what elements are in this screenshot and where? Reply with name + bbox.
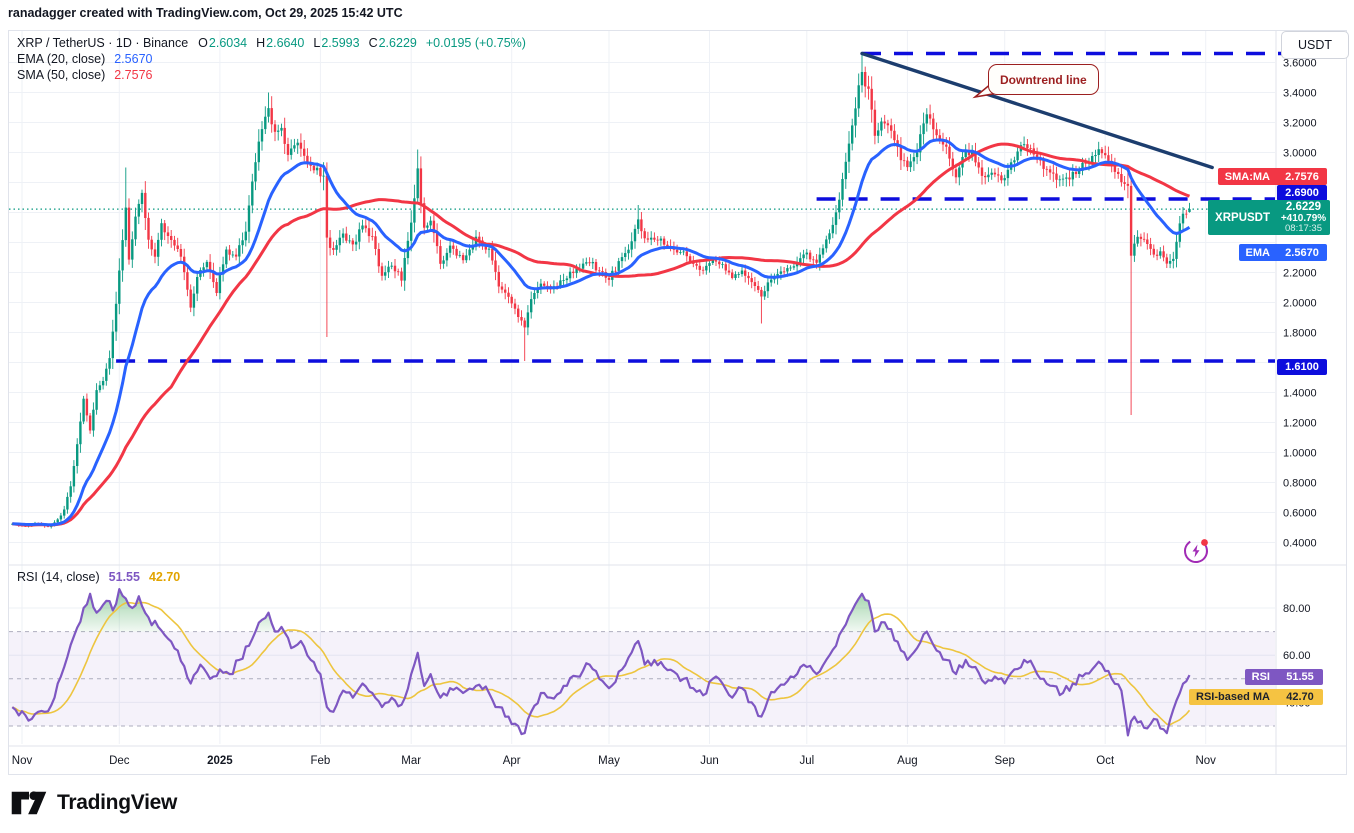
tradingview-wordmark: TradingView bbox=[57, 791, 178, 814]
ohlc-high-value: 2.6640 bbox=[266, 36, 305, 50]
level-1-61-pill: 1.6100 bbox=[1277, 359, 1327, 375]
rsi-ma-line[interactable] bbox=[11, 601, 1191, 726]
time-scale-labels[interactable]: Nov Dec 2025 Feb Mar Apr May Jun Jul Aug Sep Oct Nov bbox=[12, 755, 1216, 767]
svg-text:1.8000: 1.8000 bbox=[1283, 328, 1317, 340]
time-axis-label: Jul bbox=[799, 755, 814, 767]
time-axis-label: Sep bbox=[994, 755, 1014, 767]
time-axis-label: 2025 bbox=[207, 755, 233, 767]
level-lines[interactable] bbox=[116, 51, 1326, 363]
ohlc-low-value: 2.5993 bbox=[321, 36, 360, 50]
ohlc-close-value: 2.6229 bbox=[378, 36, 417, 50]
sma-50-line[interactable] bbox=[12, 142, 1191, 527]
symbol-pill-countdown: 08:17:35 bbox=[1285, 223, 1322, 234]
sma-price-pill: SMA:MA 2.7576 bbox=[1150, 168, 1327, 185]
price-scale-labels: 3.6000 3.4000 3.2000 3.0000 2.2000 2.0000 1.80… bbox=[1283, 58, 1317, 710]
svg-text:2.0000: 2.0000 bbox=[1283, 298, 1317, 310]
svg-text:0.4000: 0.4000 bbox=[1283, 538, 1317, 550]
time-axis-label: Oct bbox=[1096, 755, 1115, 767]
time-axis-label: Nov bbox=[1195, 755, 1216, 767]
rsi-label: RSI (14, close) bbox=[17, 570, 100, 584]
ema-value: 2.5670 bbox=[114, 52, 153, 66]
time-axis-label: May bbox=[598, 755, 620, 767]
ema-pill-name: EMA bbox=[1238, 244, 1277, 261]
ema-legend-row[interactable]: EMA (20, close) 2.5670 bbox=[17, 52, 152, 66]
time-axis-label: Apr bbox=[503, 755, 521, 767]
symbol-pill-values: 2.6229 +410.79% 08:17:35 bbox=[1277, 200, 1330, 235]
level-2-69-pill: 2.6900 bbox=[1277, 185, 1327, 201]
rsi-value: 51.55 bbox=[108, 570, 140, 584]
time-axis-label: Mar bbox=[401, 755, 421, 767]
currency-toggle-button[interactable]: USDT bbox=[1281, 31, 1349, 59]
ema-price-pill: EMA 2.5670 bbox=[1170, 244, 1327, 261]
rsi-legend-row[interactable]: RSI (14, close) 51.55 42.70 bbox=[17, 570, 180, 584]
svg-text:1.0000: 1.0000 bbox=[1283, 448, 1317, 460]
time-axis-label: Feb bbox=[310, 755, 330, 767]
chart-widget-frame bbox=[8, 30, 1347, 775]
svg-text:3.4000: 3.4000 bbox=[1283, 88, 1317, 100]
ohlc-close-key: C bbox=[368, 36, 378, 50]
rsi-overbought-fill bbox=[75, 589, 892, 632]
symbol-pill-price: 2.6229 bbox=[1285, 201, 1322, 213]
symbol-price-pill: XRPUSDT 2.6229 +410.79% 08:17:35 bbox=[1115, 200, 1330, 235]
svg-text:1.2000: 1.2000 bbox=[1283, 418, 1317, 430]
svg-text:60.00: 60.00 bbox=[1283, 650, 1311, 662]
sma-legend-row[interactable]: SMA (50, close) 2.7576 bbox=[17, 68, 152, 82]
svg-text:2.2000: 2.2000 bbox=[1283, 268, 1317, 280]
ohlc-open-value: 2.6034 bbox=[208, 36, 248, 50]
rsi-line[interactable] bbox=[11, 588, 1191, 737]
sma-label: SMA (50, close) bbox=[17, 68, 106, 82]
rsi-ma-price-pill: RSI-based MA 42.70 bbox=[1120, 689, 1323, 705]
time-axis-label: Nov bbox=[12, 755, 33, 767]
ohlc-open-key: O bbox=[198, 36, 208, 50]
candlestick-series bbox=[11, 53, 1191, 529]
lightning-icon[interactable] bbox=[1181, 536, 1212, 567]
rsi-price-pill: RSI 51.55 bbox=[1200, 669, 1323, 685]
rsi-pill-name: RSI bbox=[1244, 669, 1277, 685]
downtrend-callout[interactable]: Downtrend line bbox=[988, 64, 1099, 95]
tradingview-logo[interactable]: TradingView bbox=[10, 789, 177, 817]
ema-20-line[interactable] bbox=[12, 138, 1191, 527]
symbol-title: XRP / TetherUS · 1D · Binance bbox=[17, 36, 189, 50]
time-axis-label: Dec bbox=[109, 755, 130, 767]
svg-text:1.4000: 1.4000 bbox=[1283, 388, 1317, 400]
rsi-ma-pill-value: 42.70 bbox=[1277, 689, 1323, 705]
sma-value: 2.7576 bbox=[114, 68, 153, 82]
pane-dividers[interactable] bbox=[8, 30, 1347, 774]
svg-text:0.8000: 0.8000 bbox=[1283, 478, 1317, 490]
sma-pill-name: SMA:MA bbox=[1217, 168, 1277, 185]
svg-text:0.6000: 0.6000 bbox=[1283, 508, 1317, 520]
tradingview-logo-icon bbox=[10, 789, 48, 817]
symbol-pill-change: +410.79% bbox=[1280, 213, 1327, 224]
attribution-text: ranadagger created with TradingView.com,… bbox=[8, 6, 403, 20]
rsi-ma-pill-name: RSI-based MA bbox=[1189, 689, 1277, 705]
ohlc-high-key: H bbox=[256, 36, 266, 50]
rsi-ma-value: 42.70 bbox=[148, 570, 181, 584]
downtrend-trendline[interactable] bbox=[860, 51, 1214, 170]
svg-text:3.2000: 3.2000 bbox=[1283, 118, 1317, 130]
ema-pill-value: 2.5670 bbox=[1277, 244, 1327, 261]
ema-label: EMA (20, close) bbox=[17, 52, 106, 66]
svg-text:3.6000: 3.6000 bbox=[1283, 58, 1317, 70]
change-value: +0.0195 (+0.75%) bbox=[425, 36, 526, 50]
sma-pill-value: 2.7576 bbox=[1277, 168, 1327, 185]
symbol-pill-name: XRPUSDT bbox=[1208, 200, 1277, 235]
rsi-pill-value: 51.55 bbox=[1277, 669, 1323, 685]
time-axis-label: Aug bbox=[897, 755, 917, 767]
time-axis-label: Jun bbox=[700, 755, 719, 767]
ohlc-low-key: L bbox=[313, 36, 321, 50]
svg-text:80.00: 80.00 bbox=[1283, 603, 1311, 615]
svg-text:3.0000: 3.0000 bbox=[1283, 148, 1317, 160]
symbol-legend-row[interactable]: XRP / TetherUS · 1D · Binance O2.6034 H2.6… bbox=[17, 36, 526, 50]
